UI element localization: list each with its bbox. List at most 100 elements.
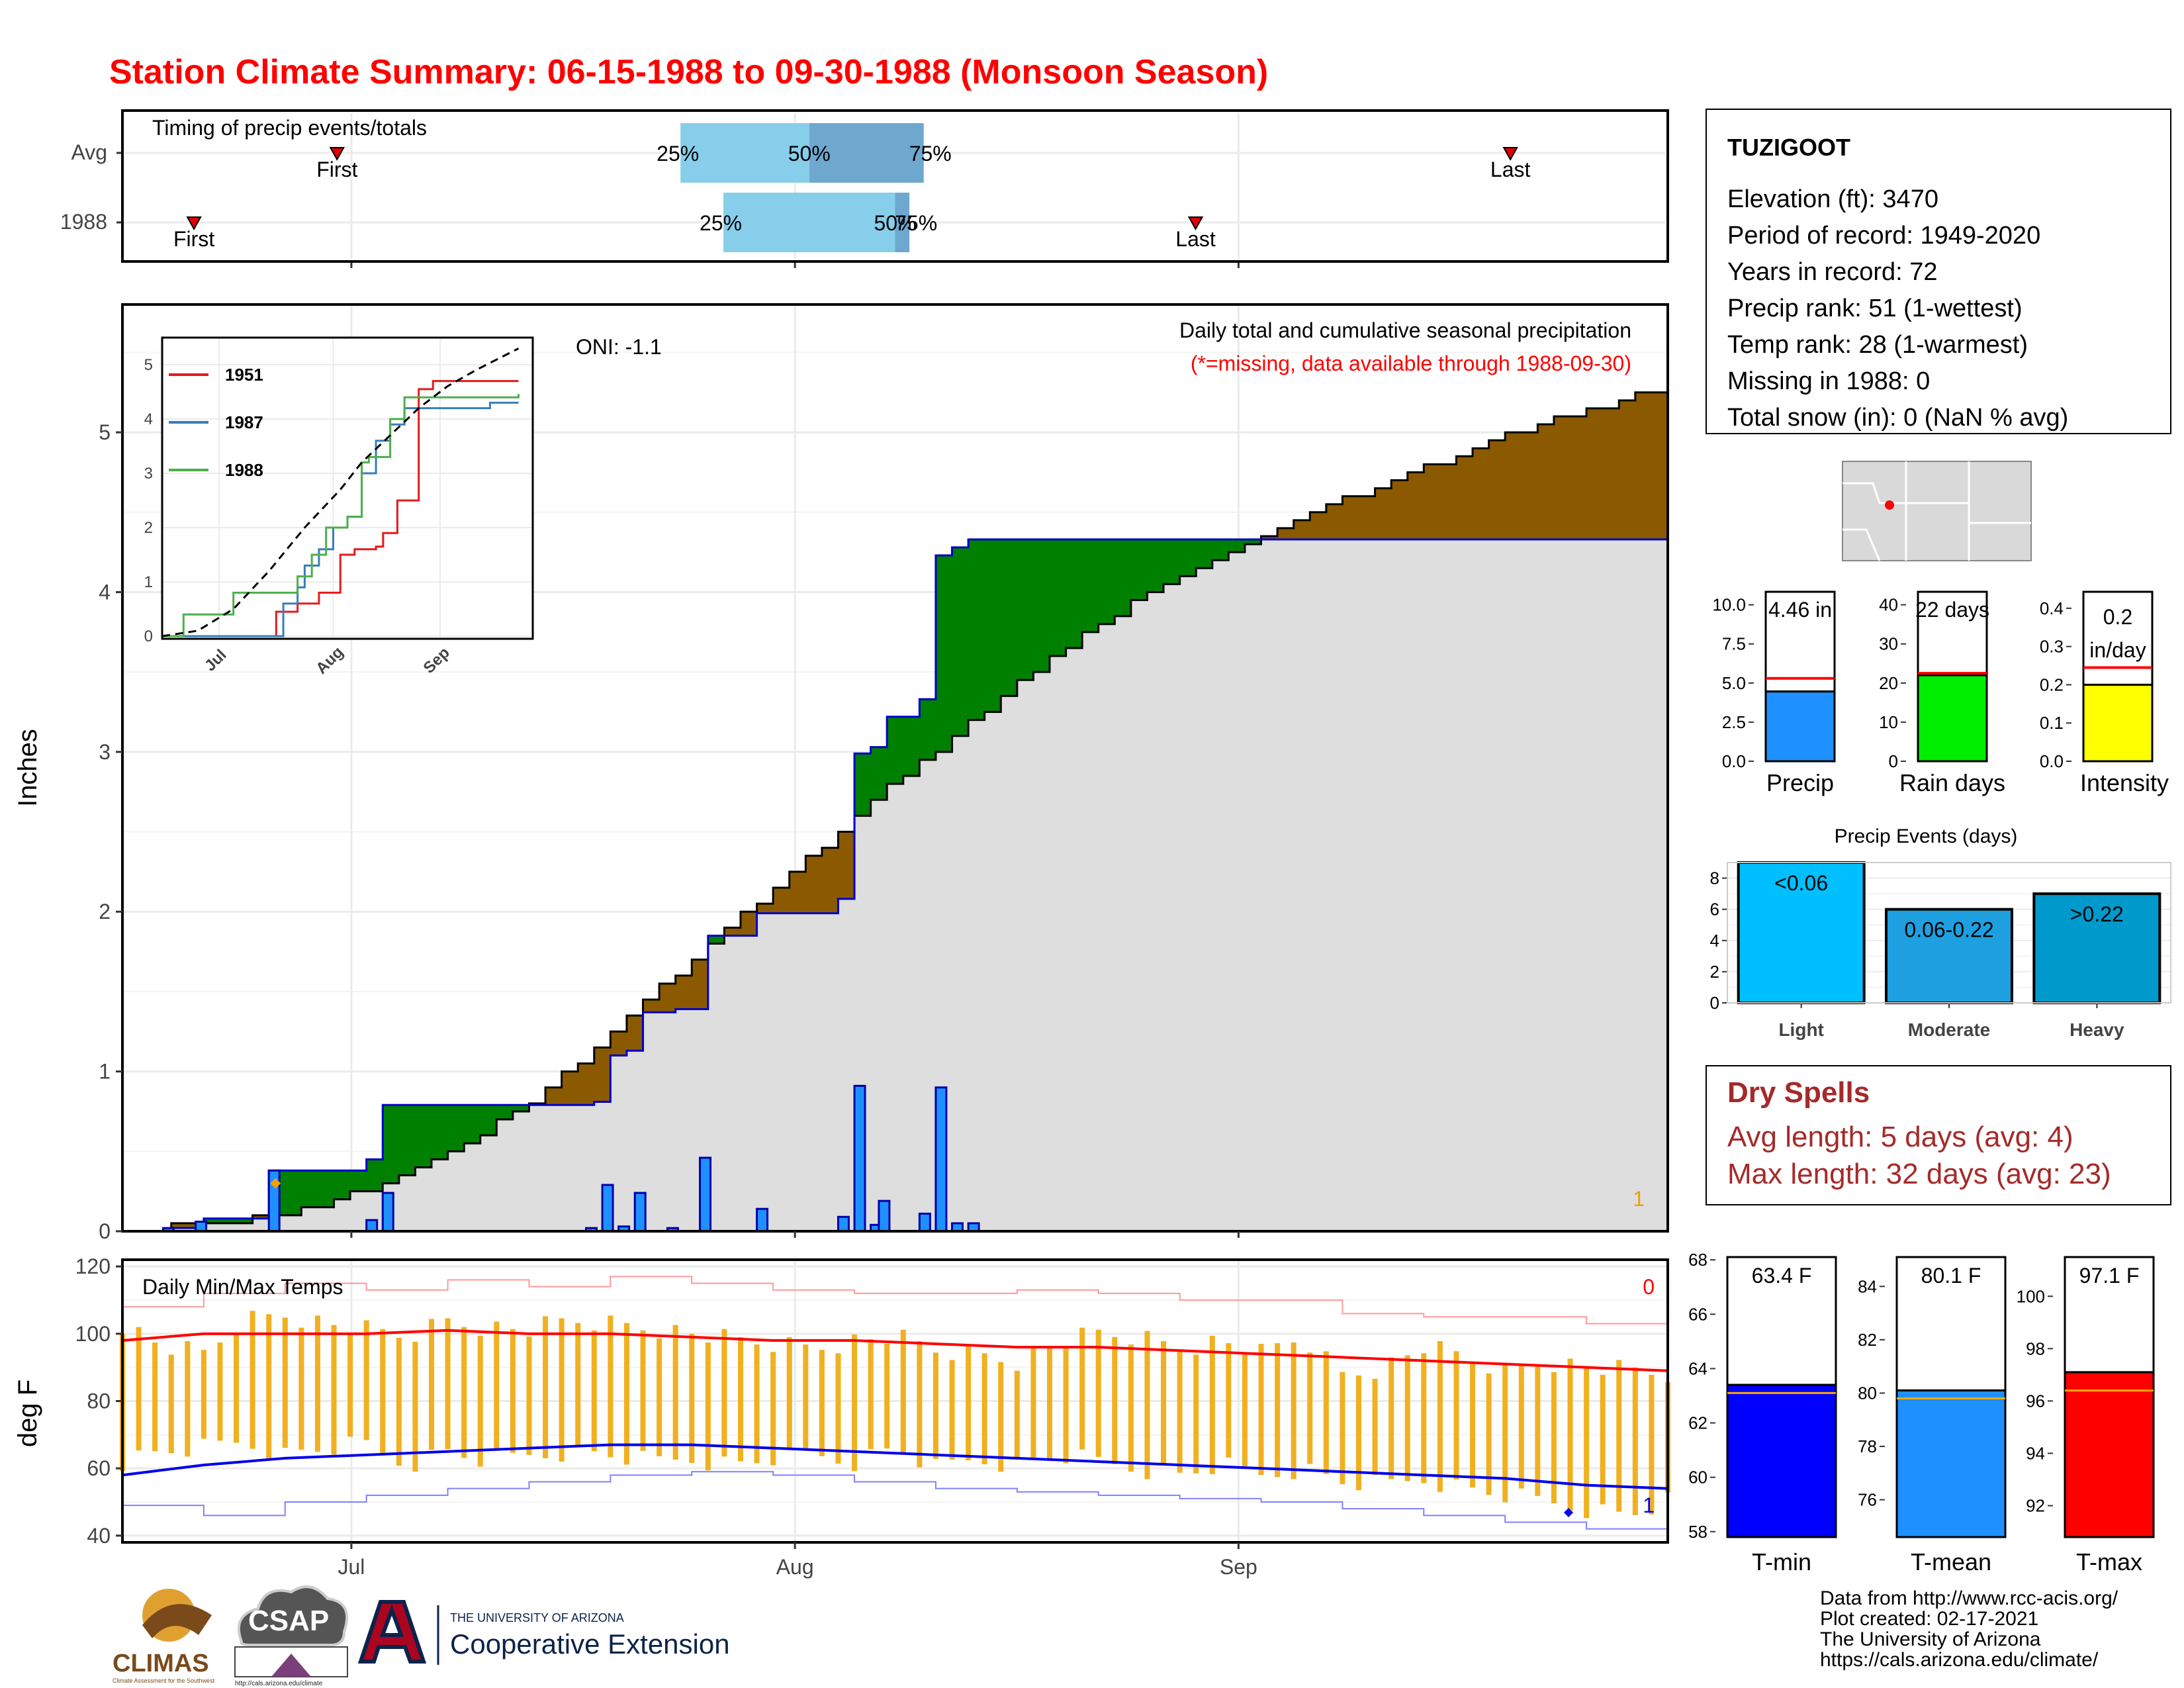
- daily-temp-bar: [250, 1311, 255, 1449]
- daily-temp-bar: [1014, 1370, 1020, 1458]
- record-max-line: [122, 1276, 1668, 1331]
- daily-temp-bar: [1095, 1329, 1101, 1457]
- events-bar: [1885, 908, 2013, 1004]
- mini-value-bar: [1895, 1389, 2007, 1538]
- cum-surplus-fill: [870, 747, 887, 800]
- tmax-chart: 92 94 96 98 100 97.1 F T-max: [2017, 1254, 2165, 1575]
- csap-mountain-icon: [271, 1654, 311, 1677]
- inset-frame: [161, 336, 534, 640]
- mini-y-tick-label: 68: [1688, 1250, 1707, 1270]
- daily-temp-bar: [1209, 1335, 1215, 1474]
- mini-y-tick-label: 82: [1858, 1330, 1877, 1350]
- inset-y-tick-label: 1: [144, 573, 153, 591]
- daily-precip-bar: [756, 1207, 769, 1233]
- cum-deficit-fill: [1602, 408, 1619, 539]
- timing-q50-q75-bar: [895, 193, 910, 252]
- daily-temp-bar: [1047, 1347, 1052, 1460]
- cum-surplus-fill: [1098, 539, 1115, 624]
- daily-temp-bar: [1144, 1331, 1150, 1479]
- tmax-label: 97.1 F: [2079, 1264, 2140, 1288]
- daily-temp-bar: [412, 1342, 418, 1472]
- mini-y-tick-label: 5.0: [1722, 673, 1746, 693]
- cum-y-tick-label: 3: [99, 740, 111, 764]
- mini-y-tick-label: 64: [1688, 1358, 1707, 1378]
- mini-y-tick-label: 78: [1858, 1436, 1877, 1456]
- cum-deficit-fill: [692, 959, 709, 1009]
- daily-temp-bar: [1128, 1344, 1134, 1472]
- daily-temp-bar: [1112, 1336, 1118, 1465]
- cum-surplus-fill: [1228, 539, 1246, 553]
- daily-precip-bar: [365, 1219, 379, 1233]
- precip-events-chart: Precip Events (days) 0 2 4 6 8 <0.06 Light 0.06…: [1710, 825, 2171, 1040]
- temp-y-tick-label: 60: [87, 1456, 111, 1480]
- timing-q75-label: 75%: [909, 142, 952, 165]
- cum-deficit-fill: [1521, 432, 1538, 539]
- intensity-label-value: 0.2: [2103, 605, 2132, 629]
- mini-range-outline: [2082, 590, 2154, 686]
- inset-y-tick-label: 3: [144, 465, 153, 483]
- daily-temp-bar: [1632, 1367, 1638, 1515]
- station-location-marker: [1885, 500, 1894, 510]
- cum-corner-label: 1: [1633, 1187, 1645, 1211]
- mini-y-tick-label: 40: [1879, 595, 1898, 615]
- cum-deficit-fill: [821, 847, 839, 914]
- daily-temp-bar: [1323, 1351, 1329, 1474]
- mini-y-tick-label: 92: [2026, 1496, 2045, 1516]
- cum-deficit-fill: [756, 904, 774, 914]
- daily-temp-bar: [1226, 1343, 1232, 1458]
- daily-temp-bar: [363, 1320, 369, 1440]
- daily-temp-bar: [754, 1344, 760, 1464]
- dry-spells-title: Dry Spells: [1727, 1076, 1870, 1109]
- daily-temp-bar: [331, 1325, 337, 1455]
- cum-deficit-fill: [1570, 416, 1587, 539]
- daily-temp-bar: [185, 1341, 191, 1457]
- cum-deficit-fill: [643, 1000, 660, 1013]
- cum-deficit-fill: [1277, 528, 1295, 539]
- inset-y-tick-label: 0: [144, 628, 153, 645]
- mini-range-outline: [1764, 590, 1836, 693]
- cum-surplus-fill: [350, 1170, 367, 1192]
- precip-total-axis-label: Precip: [1766, 769, 1834, 796]
- daily-temp-bar: [543, 1316, 549, 1458]
- daily-temp-bar: [1584, 1367, 1590, 1519]
- cum-surplus-fill: [1115, 539, 1132, 616]
- cum-deficit-fill: [1261, 536, 1278, 539]
- cum-surplus-fill: [220, 1218, 237, 1223]
- daily-temp-bar: [1649, 1374, 1655, 1515]
- mini-y-tick-label: 10: [1879, 712, 1898, 732]
- timing-last-label: Last: [1490, 158, 1531, 181]
- cum-surplus-fill: [317, 1170, 335, 1207]
- daily-temp-bar: [314, 1315, 320, 1452]
- intensity-chart: 0.0 0.1 0.2 0.3 0.4 0.2 in/day Intensity: [2040, 589, 2169, 796]
- daily-temp-bar: [966, 1345, 972, 1460]
- cum-surplus-fill: [1130, 539, 1148, 600]
- daily-temp-bar: [608, 1315, 614, 1458]
- daily-temp-bar: [819, 1350, 825, 1456]
- station-line-missing: Missing in 1988: 0: [1727, 367, 1930, 395]
- cum-deficit-fill: [724, 927, 741, 936]
- mini-y-tick-label: 58: [1688, 1522, 1707, 1542]
- cum-year-line: [122, 518, 1669, 1233]
- cum-deficit-fill: [1326, 504, 1343, 539]
- daily-temp-bar: [1518, 1364, 1524, 1489]
- tmin-label: 63.4 F: [1752, 1264, 1812, 1288]
- cum-deficit-fill: [1505, 432, 1522, 539]
- intensity-axis-label: Intensity: [2080, 769, 2169, 796]
- cum-surplus-fill: [1244, 539, 1262, 545]
- daily-temp-bar: [1030, 1348, 1036, 1459]
- cum-surplus-fill: [854, 753, 872, 816]
- daily-temp-bar: [1421, 1353, 1427, 1483]
- csap-cloud-icon: [238, 1585, 348, 1646]
- credit-line-university: The University of Arizona: [1820, 1628, 2041, 1650]
- cum-deficit-fill: [773, 888, 790, 914]
- cum-deficit-fill: [1391, 480, 1408, 539]
- mini-y-tick-label: 0.1: [2040, 713, 2064, 733]
- tmin-chart: 58 60 62 64 66 68 63.4 F T-min: [1688, 1250, 1848, 1575]
- first-event-marker-icon: [329, 147, 345, 162]
- timing-q75-label: 75%: [895, 211, 937, 235]
- cum-missing-note: (*=missing, data available through 1988-…: [1191, 352, 1631, 375]
- mini-y-tick-label: 76: [1858, 1490, 1877, 1510]
- temp-bottom-corner-label: 1: [1643, 1493, 1655, 1517]
- daily-temp-bar: [1079, 1327, 1085, 1450]
